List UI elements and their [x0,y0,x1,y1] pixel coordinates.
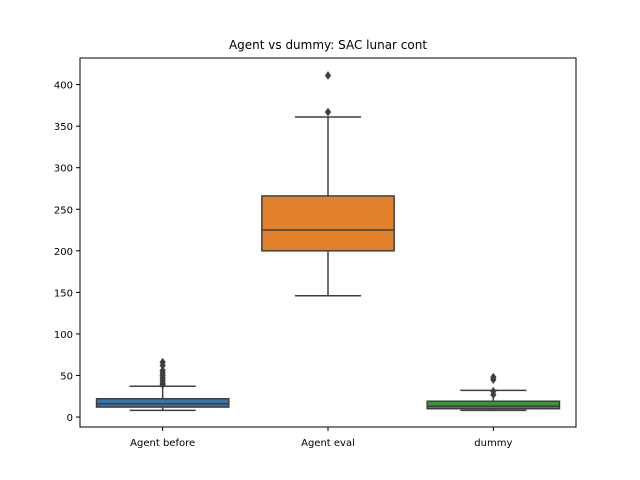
box [95,397,230,408]
y-tick-label: 300 [54,164,73,175]
box-group-dummy [426,372,561,412]
box [261,195,395,252]
outlier-point [324,107,332,117]
plot-area [95,71,561,412]
y-tick-label: 350 [54,122,73,133]
outlier-point [490,386,497,396]
box-group-agent-eval [261,71,395,297]
y-tick-label: 100 [54,330,73,341]
box-group-agent-before [95,357,230,412]
x-tick-label: Agent before [130,438,195,449]
y-tick-label: 150 [54,288,73,299]
chart-title: Agent vs dummy: SAC lunar cont [229,38,427,52]
y-tick-label: 250 [54,205,73,216]
outlier-point [324,71,332,80]
x-tick-label: Agent eval [301,438,355,449]
y-tick-label: 400 [54,81,73,92]
outlier-point [159,357,166,367]
x-tick-label: dummy [474,438,512,449]
box [426,400,561,410]
y-tick-label: 200 [54,247,73,258]
y-tick-label: 0 [67,413,73,424]
outlier-point [490,372,497,382]
outlier-point [159,366,166,375]
y-tick-label: 50 [60,371,73,382]
